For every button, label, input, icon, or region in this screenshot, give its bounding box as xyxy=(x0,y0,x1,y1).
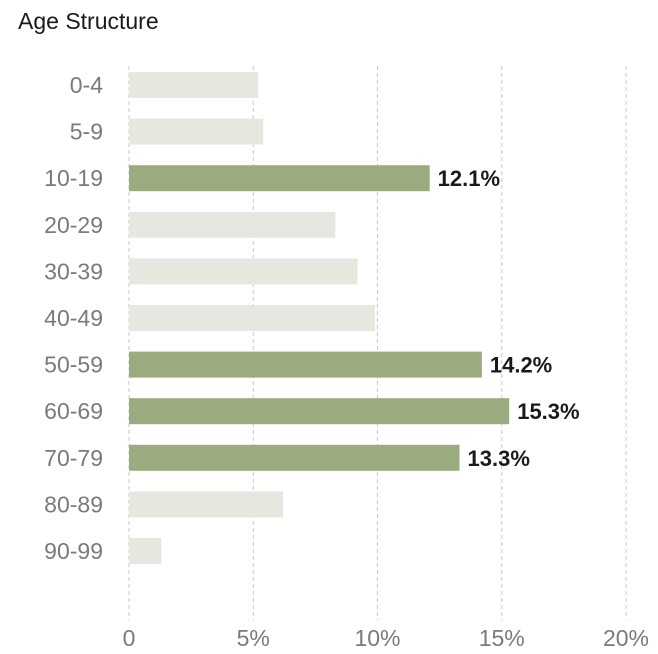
bar-90-99 xyxy=(129,538,162,564)
bars: 12.1% 14.2% 15.3% 13.3% xyxy=(129,72,580,564)
data-label: 13.3% xyxy=(468,446,530,471)
bar-30-39 xyxy=(129,258,358,285)
category-label: 90-99 xyxy=(44,538,103,564)
bar-50-59 xyxy=(129,351,482,378)
bar-0-4 xyxy=(129,72,259,98)
x-tick-labels: 0 5% 10% 15% 20% xyxy=(123,625,649,651)
category-label: 5-9 xyxy=(70,119,103,145)
data-label: 14.2% xyxy=(490,353,552,378)
category-label: 60-69 xyxy=(44,398,103,424)
x-tick-label: 20% xyxy=(603,625,649,651)
grid-lines xyxy=(128,66,627,620)
x-tick-label: 5% xyxy=(237,625,270,651)
x-tick-label: 10% xyxy=(354,625,400,651)
chart-title: Age Structure xyxy=(18,8,159,34)
category-labels: 0-4 5-9 10-19 20-29 30-39 40-49 50-59 60-69 70-7… xyxy=(44,72,103,564)
category-label: 10-19 xyxy=(44,165,103,191)
category-label: 0-4 xyxy=(70,72,103,98)
category-label: 80-89 xyxy=(44,491,103,517)
category-label: 50-59 xyxy=(44,352,103,378)
category-label: 30-39 xyxy=(44,258,103,284)
bar-70-79 xyxy=(129,444,460,471)
category-label: 20-29 xyxy=(44,212,103,238)
bar-5-9 xyxy=(129,118,264,145)
bar-10-19 xyxy=(129,165,430,192)
x-tick-label: 0 xyxy=(123,625,136,651)
category-label: 70-79 xyxy=(44,445,103,471)
bar-20-29 xyxy=(129,211,336,238)
bar-80-89 xyxy=(129,491,284,518)
bar-60-69 xyxy=(129,398,510,425)
x-tick-label: 15% xyxy=(479,625,525,651)
data-label: 15.3% xyxy=(517,399,579,424)
category-label: 40-49 xyxy=(44,305,103,331)
data-label: 12.1% xyxy=(438,166,500,191)
bar-40-49 xyxy=(129,305,376,331)
